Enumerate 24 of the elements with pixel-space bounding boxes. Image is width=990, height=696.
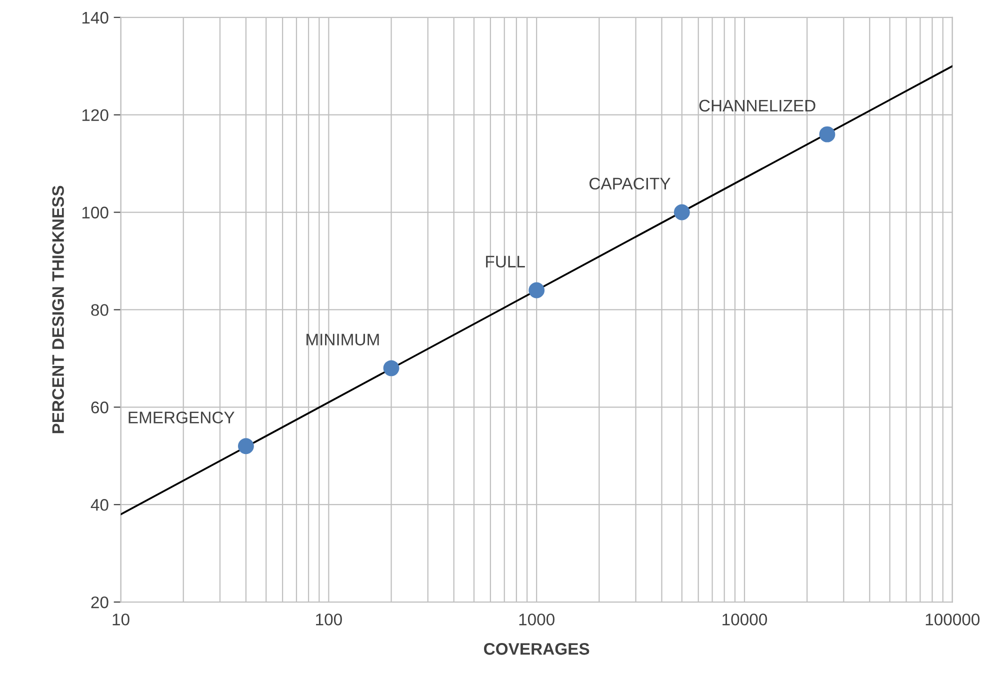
x-tick-label: 1000 xyxy=(519,614,554,626)
y-tick-label: 80 xyxy=(91,304,108,316)
point xyxy=(383,360,400,376)
annotation: FULL xyxy=(486,256,525,268)
annotation: MINIMUM xyxy=(306,334,379,346)
point xyxy=(238,438,254,454)
y-axis-title: PERCENT DESIGN THICKNESS xyxy=(52,186,64,434)
point xyxy=(528,282,545,298)
y-tick-label: 20 xyxy=(91,596,108,608)
y-tick-label: 120 xyxy=(82,109,108,122)
y-tick-label: 140 xyxy=(82,12,108,24)
annotation: CHANNELIZED xyxy=(699,100,816,112)
point xyxy=(674,204,690,220)
annotation: EMERGENCY xyxy=(128,412,234,424)
y-tick-label: 100 xyxy=(82,206,108,218)
point xyxy=(819,126,836,142)
x-tick-label: 100 xyxy=(316,614,342,626)
annotation: CAPACITY xyxy=(590,178,670,190)
x-axis-title: COVERAGES xyxy=(484,643,590,655)
x-tick-label: 10000 xyxy=(722,614,768,626)
y-tick-label: 60 xyxy=(91,402,108,414)
x-tick-label: 10 xyxy=(112,614,130,626)
y-tick-label: 40 xyxy=(90,499,108,511)
x-tick-label: 100000 xyxy=(926,614,980,626)
